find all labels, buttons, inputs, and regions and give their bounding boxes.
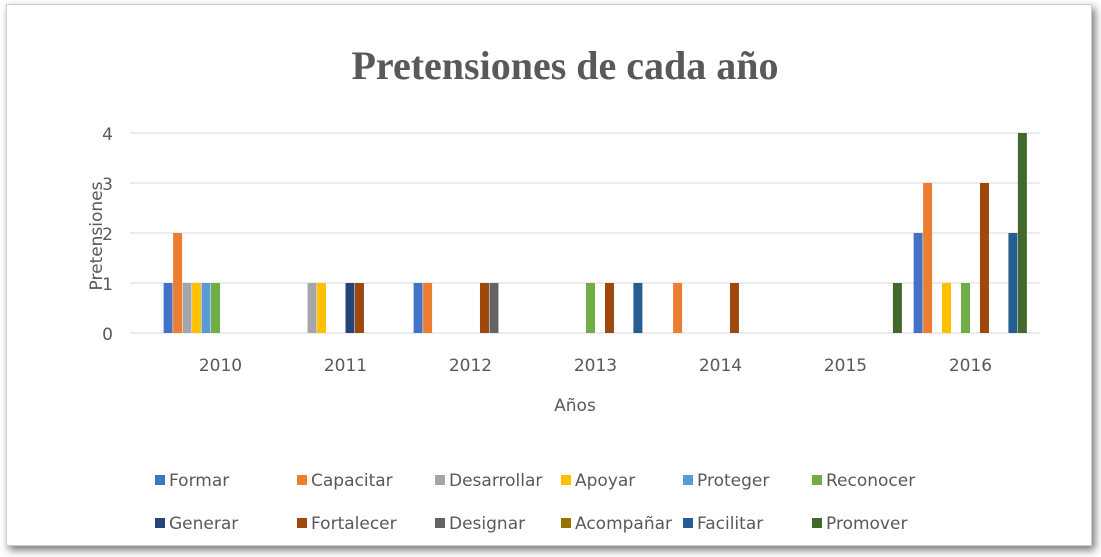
legend-swatch bbox=[435, 518, 445, 528]
y-axis-label: Pretensiones bbox=[87, 181, 107, 290]
legend-label: Designar bbox=[449, 514, 525, 534]
bar bbox=[192, 283, 202, 333]
bar bbox=[173, 233, 183, 333]
bar bbox=[201, 283, 211, 333]
bar bbox=[182, 283, 192, 333]
x-tick-label: 2016 bbox=[949, 356, 992, 376]
bar bbox=[307, 283, 317, 333]
bar bbox=[979, 183, 989, 333]
legend-label: Capacitar bbox=[311, 471, 393, 491]
legend-label: Generar bbox=[169, 514, 238, 534]
x-tick-label: 2015 bbox=[824, 356, 867, 376]
legend-swatch bbox=[561, 518, 571, 528]
y-tick-label: 2 bbox=[102, 225, 113, 245]
x-tick-label: 2010 bbox=[199, 356, 242, 376]
y-tick-label: 0 bbox=[102, 325, 113, 345]
bar bbox=[423, 283, 433, 333]
bar bbox=[1017, 133, 1027, 333]
bar bbox=[923, 183, 933, 333]
legend-label: Facilitar bbox=[697, 514, 763, 534]
bar bbox=[163, 283, 173, 333]
x-tick-label: 2011 bbox=[324, 356, 367, 376]
bar bbox=[604, 283, 614, 333]
bar bbox=[354, 283, 364, 333]
x-tick-label: 2014 bbox=[699, 356, 742, 376]
bar bbox=[345, 283, 355, 333]
legend-label: Fortalecer bbox=[311, 514, 397, 534]
legend-swatch bbox=[435, 475, 445, 485]
y-tick-label: 4 bbox=[102, 125, 113, 145]
legend-label: Proteger bbox=[697, 471, 769, 491]
bar bbox=[317, 283, 327, 333]
bar bbox=[211, 283, 220, 333]
bar bbox=[1008, 233, 1018, 333]
legend-label: Apoyar bbox=[575, 471, 635, 491]
x-tick-label: 2012 bbox=[449, 356, 492, 376]
bar bbox=[961, 283, 970, 333]
x-axis-label: Años bbox=[554, 396, 596, 416]
legend-label: Promover bbox=[826, 514, 907, 534]
chart-frame bbox=[6, 4, 1092, 546]
legend-swatch bbox=[812, 475, 822, 485]
legend-swatch bbox=[155, 518, 165, 528]
bar bbox=[913, 233, 923, 333]
bar bbox=[942, 283, 952, 333]
bar bbox=[673, 283, 683, 333]
bar bbox=[586, 283, 595, 333]
x-tick-label: 2013 bbox=[574, 356, 617, 376]
legend-swatch bbox=[297, 475, 307, 485]
bar bbox=[633, 283, 643, 333]
legend-label: Formar bbox=[169, 471, 229, 491]
legend-swatch bbox=[297, 518, 307, 528]
legend-label: Desarrollar bbox=[449, 471, 542, 491]
chart-title: Pretensiones de cada año bbox=[351, 43, 778, 88]
bar bbox=[729, 283, 739, 333]
legend-label: Reconocer bbox=[826, 471, 915, 491]
bar bbox=[479, 283, 489, 333]
legend-swatch bbox=[683, 475, 693, 485]
y-tick-label: 3 bbox=[102, 175, 113, 195]
legend-swatch bbox=[683, 518, 693, 528]
legend-label: Acompañar bbox=[575, 514, 672, 534]
bar bbox=[489, 283, 499, 333]
bar bbox=[892, 283, 902, 333]
y-tick-label: 1 bbox=[102, 275, 113, 295]
legend-swatch bbox=[812, 518, 822, 528]
legend-swatch bbox=[561, 475, 571, 485]
legend-swatch bbox=[155, 475, 165, 485]
bar bbox=[413, 283, 423, 333]
